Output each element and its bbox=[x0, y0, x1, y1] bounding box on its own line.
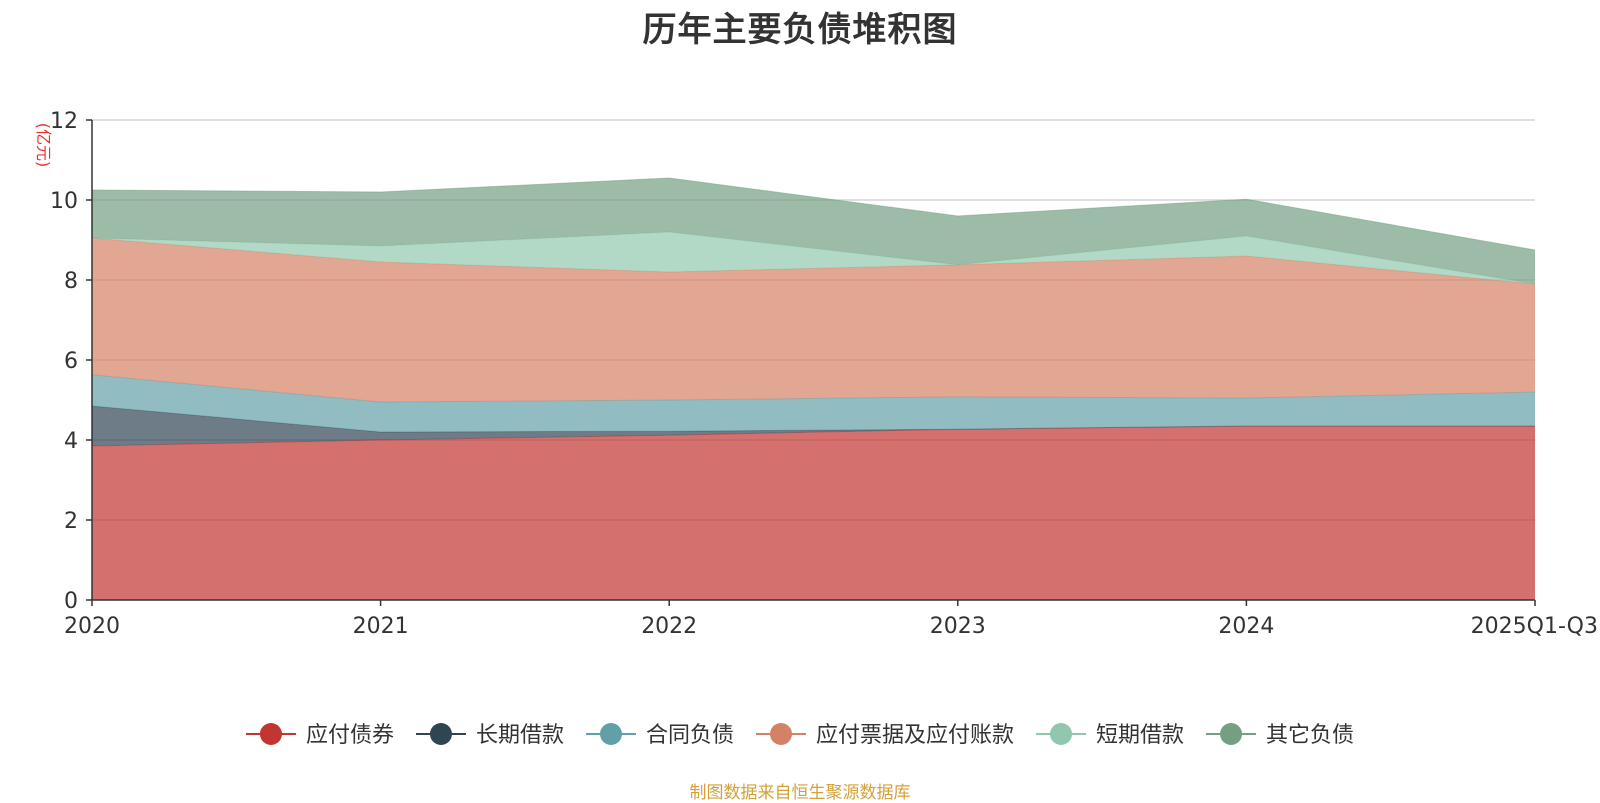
y-tick-label-3: 6 bbox=[64, 349, 78, 374]
y-tick-label-0: 0 bbox=[64, 589, 78, 614]
legend-item-4[interactable]: 短期借款 bbox=[1036, 723, 1184, 748]
legend-marker-0 bbox=[259, 723, 282, 745]
area-series-3 bbox=[92, 238, 1535, 402]
area-series-2 bbox=[92, 374, 1535, 432]
x-tick-label-1: 2021 bbox=[353, 614, 409, 639]
legend-item-0[interactable]: 应付债券 bbox=[245, 723, 394, 748]
series-line-5 bbox=[91, 177, 1536, 251]
legend[interactable]: 应付债券 长期借款 合同负债 应付票据及应付账款 短期借款 其它负债 bbox=[245, 723, 1354, 748]
legend-item-3[interactable]: 应付票据及应付账款 bbox=[756, 723, 1014, 748]
legend-marker-2 bbox=[599, 723, 622, 745]
chart-title: 历年主要负债堆积图 bbox=[642, 10, 958, 50]
legend-label-0: 应付债券 bbox=[306, 723, 394, 748]
legend-label-2: 合同负债 bbox=[646, 723, 734, 748]
area-series bbox=[91, 177, 1536, 600]
y-tick-label-6: 12 bbox=[50, 109, 78, 134]
y-tick-label-1: 2 bbox=[64, 509, 78, 534]
legend-label-4: 短期借款 bbox=[1096, 723, 1184, 748]
y-axis-unit: (亿元) bbox=[34, 123, 53, 168]
legend-item-5[interactable]: 其它负债 bbox=[1206, 723, 1354, 748]
x-tick-label-2: 2022 bbox=[641, 614, 697, 639]
axes: 0 2 4 6 8 10 12 2020 2021 2022 2023 2024 2025Q1-Q3 (亿… bbox=[34, 109, 1598, 639]
y-tick-label-2: 4 bbox=[64, 429, 78, 454]
x-tick-label-4: 2024 bbox=[1218, 614, 1274, 639]
area-series-1 bbox=[92, 406, 1535, 446]
legend-item-2[interactable]: 合同负债 bbox=[585, 723, 734, 748]
legend-label-5: 其它负债 bbox=[1266, 723, 1354, 748]
area-series-4 bbox=[92, 232, 1535, 284]
y-tick-label-4: 8 bbox=[64, 269, 78, 294]
source-note: 制图数据来自恒生聚源数据库 bbox=[689, 783, 911, 803]
legend-marker-4 bbox=[1050, 723, 1073, 745]
legend-label-3: 应付票据及应付账款 bbox=[816, 723, 1014, 748]
area-series-5 bbox=[92, 178, 1535, 284]
y-tick-label-5: 10 bbox=[50, 189, 78, 214]
legend-item-1[interactable]: 长期借款 bbox=[415, 723, 564, 748]
legend-marker-1 bbox=[429, 723, 452, 745]
x-tick-label-5: 2025Q1-Q3 bbox=[1471, 614, 1598, 639]
area-series-0 bbox=[92, 426, 1535, 600]
legend-marker-5 bbox=[1220, 723, 1243, 745]
x-tick-label-3: 2023 bbox=[930, 614, 986, 639]
legend-label-1: 长期借款 bbox=[476, 723, 564, 748]
x-tick-label-0: 2020 bbox=[64, 614, 120, 639]
legend-marker-3 bbox=[770, 723, 792, 745]
